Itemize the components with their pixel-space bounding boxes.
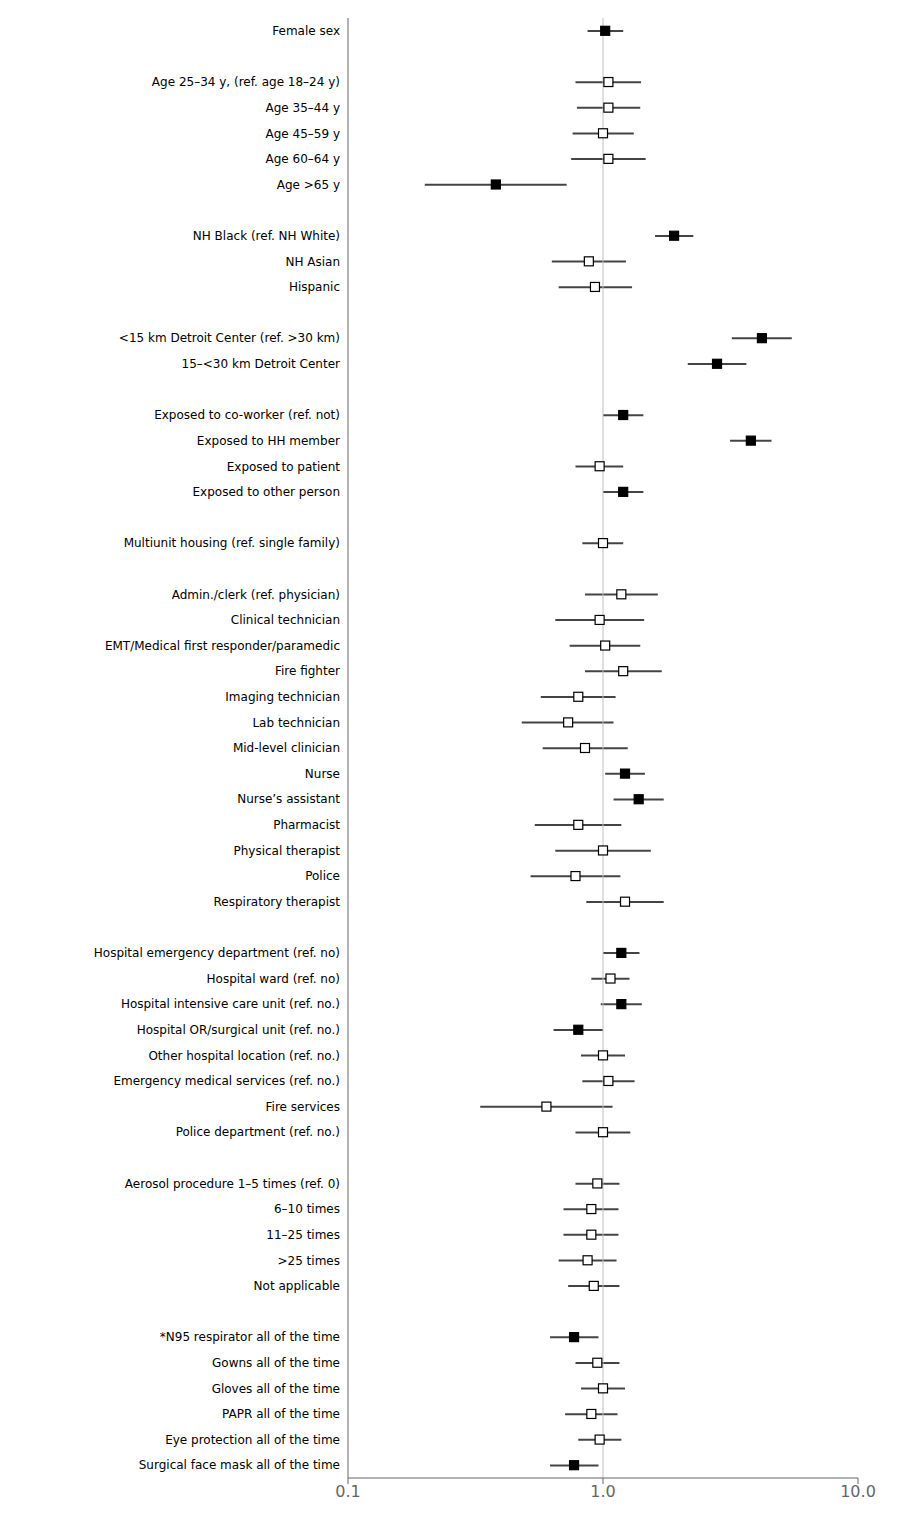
- svg-text:Hospital OR/surgical unit (ref: Hospital OR/surgical unit (ref. no.): [137, 1023, 340, 1037]
- svg-text:6–10 times: 6–10 times: [274, 1202, 340, 1216]
- svg-text:<15 km Detroit Center (ref. >3: <15 km Detroit Center (ref. >30 km): [119, 331, 340, 345]
- svg-text:Nurse: Nurse: [305, 767, 340, 781]
- svg-text:1.0: 1.0: [590, 1482, 615, 1501]
- svg-text:Clinical technician: Clinical technician: [231, 613, 340, 627]
- svg-text:Respiratory therapist: Respiratory therapist: [214, 895, 341, 909]
- svg-text:Age 60–64 y: Age 60–64 y: [266, 152, 340, 166]
- svg-text:Exposed to co-worker (ref. not: Exposed to co-worker (ref. not): [154, 408, 340, 422]
- svg-text:EMT/Medical first responder/pa: EMT/Medical first responder/paramedic: [105, 639, 340, 653]
- svg-text:Imaging technician: Imaging technician: [225, 690, 340, 704]
- svg-text:Age 25–34 y, (ref. age 18–24 y: Age 25–34 y, (ref. age 18–24 y): [152, 75, 340, 89]
- svg-text:Exposed to HH member: Exposed to HH member: [197, 434, 340, 448]
- svg-text:Emergency medical services (re: Emergency medical services (ref. no.): [113, 1074, 340, 1088]
- svg-text:Mid-level clinician: Mid-level clinician: [233, 741, 340, 755]
- svg-text:10.0: 10.0: [840, 1482, 876, 1501]
- svg-text:Hospital emergency department: Hospital emergency department (ref. no): [94, 946, 340, 960]
- svg-text:Female sex: Female sex: [272, 24, 340, 38]
- svg-text:0.1: 0.1: [335, 1482, 360, 1501]
- svg-text:Multiunit housing (ref. single: Multiunit housing (ref. single family): [124, 536, 340, 550]
- svg-text:NH Black (ref. NH White): NH Black (ref. NH White): [193, 229, 340, 243]
- svg-text:Exposed to other person: Exposed to other person: [193, 485, 341, 499]
- svg-text:Lab technician: Lab technician: [252, 716, 340, 730]
- svg-text:*N95 respirator all of the tim: *N95 respirator all of the time: [160, 1330, 340, 1344]
- svg-text:Hispanic: Hispanic: [289, 280, 340, 294]
- svg-text:PAPR all of the time: PAPR all of the time: [222, 1407, 340, 1421]
- svg-text:Police: Police: [305, 869, 340, 883]
- svg-text:Police department (ref. no.): Police department (ref. no.): [176, 1125, 340, 1139]
- svg-text:11–25 times: 11–25 times: [266, 1228, 340, 1242]
- svg-text:Exposed to patient: Exposed to patient: [227, 460, 341, 474]
- svg-text:Other hospital location (ref.: Other hospital location (ref. no.): [148, 1049, 340, 1063]
- svg-text:NH Asian: NH Asian: [285, 255, 340, 269]
- svg-text:Gowns all of the time: Gowns all of the time: [212, 1356, 340, 1370]
- svg-text:Age >65 y: Age >65 y: [277, 178, 340, 192]
- svg-text:Age 35–44 y: Age 35–44 y: [266, 101, 340, 115]
- svg-text:Surgical face mask all of the: Surgical face mask all of the time: [139, 1458, 340, 1472]
- svg-text:Nurse’s assistant: Nurse’s assistant: [237, 792, 340, 806]
- svg-text:Age 45–59 y: Age 45–59 y: [266, 127, 340, 141]
- svg-text:Hospital ward (ref. no): Hospital ward (ref. no): [207, 972, 340, 986]
- svg-text:Physical therapist: Physical therapist: [233, 844, 340, 858]
- svg-text:Aerosol procedure 1–5 times (r: Aerosol procedure 1–5 times (ref. 0): [125, 1177, 340, 1191]
- svg-text:Hospital intensive care unit (: Hospital intensive care unit (ref. no.): [121, 997, 340, 1011]
- svg-text:Gloves all of the time: Gloves all of the time: [212, 1382, 340, 1396]
- svg-text:Fire fighter: Fire fighter: [275, 664, 340, 678]
- svg-text:Fire services: Fire services: [266, 1100, 340, 1114]
- svg-text:Admin./clerk (ref. physician): Admin./clerk (ref. physician): [172, 588, 340, 602]
- svg-text:15–<30 km Detroit Center: 15–<30 km Detroit Center: [182, 357, 341, 371]
- svg-text:Not applicable: Not applicable: [254, 1279, 340, 1293]
- svg-text:Eye protection all of the time: Eye protection all of the time: [165, 1433, 340, 1447]
- svg-text:>25 times: >25 times: [277, 1254, 340, 1268]
- svg-text:Pharmacist: Pharmacist: [273, 818, 340, 832]
